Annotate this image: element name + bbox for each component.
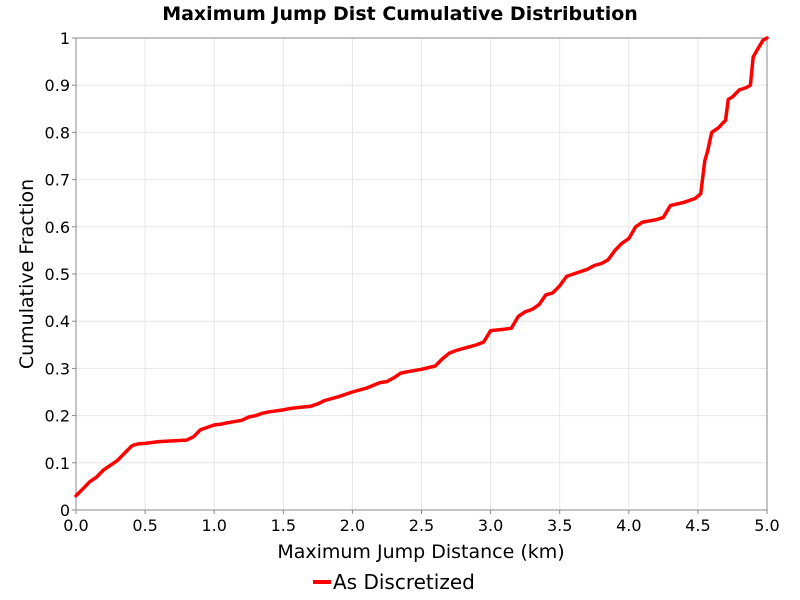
x-tick-label: 4.0 xyxy=(616,516,641,535)
x-tick-label: 1.0 xyxy=(201,516,226,535)
y-tick-label: 0.5 xyxy=(45,265,70,284)
y-axis-label: Cumulative Fraction xyxy=(16,179,38,369)
y-tick-label: 0.4 xyxy=(45,312,70,331)
series-line-as-discretized xyxy=(74,36,769,498)
x-tick-label: 2.5 xyxy=(409,516,434,535)
x-tick-label: 4.5 xyxy=(685,516,710,535)
y-axis-ticks: 0 0.1 0.2 0.3 0.4 0.5 0.6 0.7 0.8 0.9 1 xyxy=(45,29,76,520)
x-tick-label: 0.5 xyxy=(132,516,157,535)
y-tick-label: 0.1 xyxy=(45,454,70,473)
x-tick-label: 3.0 xyxy=(478,516,503,535)
y-tick-label: 0.3 xyxy=(45,359,70,378)
y-tick-label: 0.8 xyxy=(45,123,70,142)
x-axis-label: Maximum Jump Distance (km) xyxy=(277,541,564,563)
x-tick-label: 2.0 xyxy=(340,516,365,535)
y-tick-label: 0.2 xyxy=(45,407,70,426)
y-tick-label: 0.9 xyxy=(45,76,70,95)
y-tick-label: 0.6 xyxy=(45,218,70,237)
x-tick-label: 5.0 xyxy=(754,516,779,535)
y-tick-label: 1 xyxy=(60,29,70,48)
y-tick-label: 0 xyxy=(60,501,70,520)
x-tick-label: 0.0 xyxy=(63,516,88,535)
y-tick-label: 0.7 xyxy=(45,171,70,190)
x-axis-ticks: 0.0 0.5 1.0 1.5 2.0 2.5 3.0 3.5 4.0 4.5 5.0 xyxy=(63,510,780,535)
legend: As Discretized xyxy=(313,570,475,594)
legend-label: As Discretized xyxy=(333,570,475,594)
x-tick-label: 3.5 xyxy=(547,516,572,535)
series-layer xyxy=(74,36,769,498)
chart-title: Maximum Jump Dist Cumulative Distributio… xyxy=(162,3,638,25)
x-tick-label: 1.5 xyxy=(271,516,296,535)
